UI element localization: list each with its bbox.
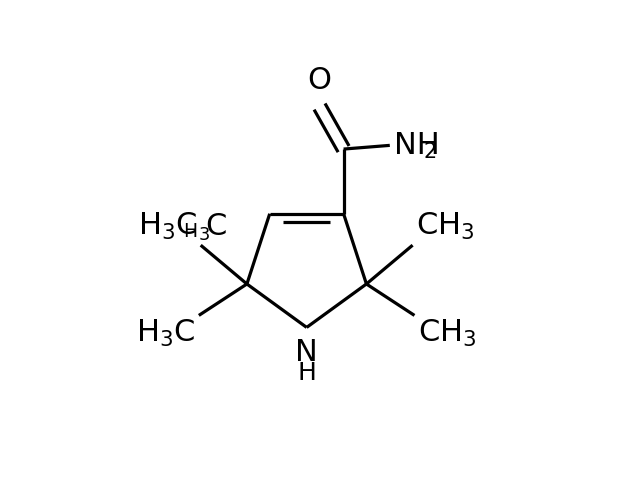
Text: $\mathsf{H_3C}$: $\mathsf{H_3C}$	[136, 318, 195, 349]
Text: $\mathsf{H_3C}$: $\mathsf{H_3C}$	[138, 211, 197, 242]
Text: 3: 3	[199, 227, 210, 244]
Text: NH: NH	[394, 131, 440, 160]
Text: $\mathsf{CH_3}$: $\mathsf{CH_3}$	[416, 211, 475, 242]
Text: 2: 2	[424, 142, 437, 162]
Text: O: O	[308, 66, 332, 96]
Text: H: H	[183, 223, 197, 241]
Text: H: H	[297, 360, 316, 384]
Text: $\mathsf{CH_3}$: $\mathsf{CH_3}$	[418, 318, 477, 349]
Text: C: C	[205, 213, 227, 241]
Text: N: N	[295, 338, 318, 368]
